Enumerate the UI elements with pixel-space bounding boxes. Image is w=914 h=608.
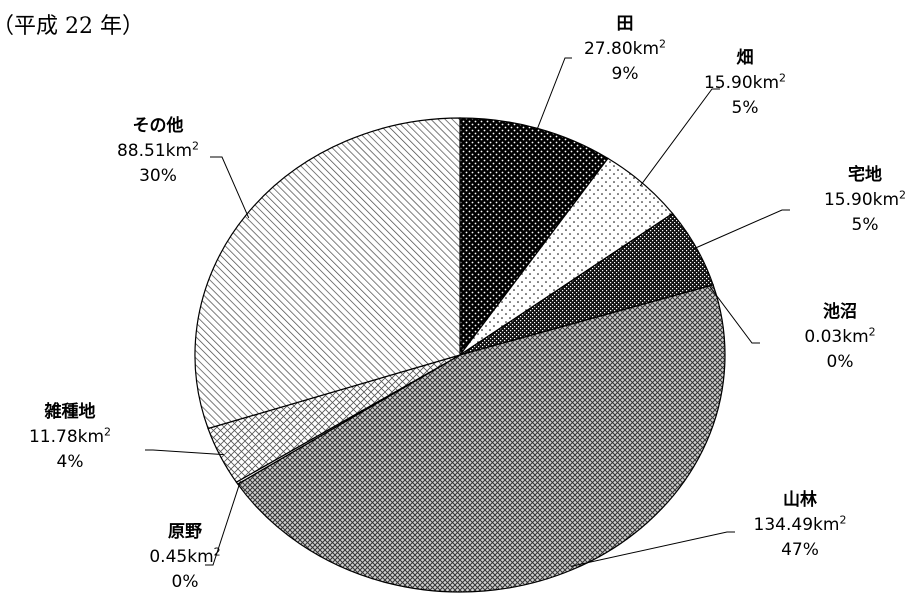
leader-line-ike <box>708 285 760 344</box>
leader-line-ta <box>535 57 572 132</box>
slice-value-text: 11.78km <box>28 427 105 447</box>
slice-name: 池沼 <box>822 302 857 322</box>
unit-exponent: 2 <box>839 513 847 527</box>
slice-name: 雑種地 <box>44 402 96 422</box>
slice-name: 原野 <box>167 522 202 542</box>
slice-value-text: 0.45km <box>149 547 214 567</box>
slice-percent: 0% <box>826 352 854 372</box>
slice-name: 山林 <box>782 490 817 510</box>
slice-value: 15.90km2 <box>824 188 906 213</box>
leader-line-sanrin <box>570 531 735 567</box>
slice-percent: 5% <box>851 215 879 235</box>
slice-name: 畑 <box>736 48 754 68</box>
slice-value: 0.45km2 <box>149 545 220 570</box>
slice-label-takuchi: 宅地 15.90km2 5% <box>824 163 906 238</box>
unit-exponent: 2 <box>104 425 112 439</box>
pie-slice-sonota <box>194 117 461 430</box>
slice-percent: 30% <box>139 166 177 186</box>
unit-exponent: 2 <box>213 545 221 559</box>
unit-exponent: 2 <box>779 71 787 85</box>
slice-value: 27.80km2 <box>584 37 666 62</box>
slice-percent: 5% <box>731 98 759 118</box>
slice-value: 88.51km2 <box>117 139 199 164</box>
slice-value-text: 15.90km <box>823 190 900 210</box>
slice-percent: 47% <box>781 540 819 560</box>
leader-line-takuchi <box>692 209 790 250</box>
slice-label-genya: 原野 0.45km2 0% <box>149 520 220 595</box>
slice-percent: 4% <box>56 452 84 472</box>
chart-title: （平成 22 年） <box>0 14 144 39</box>
slice-label-zatsushuchi: 雑種地 11.78km2 4% <box>29 400 111 475</box>
leader-line-genya <box>205 481 241 566</box>
slice-label-sanrin: 山林 134.49km2 47% <box>754 488 847 563</box>
slice-label-hata: 畑 15.90km2 5% <box>704 46 786 121</box>
slice-label-ike: 池沼 0.03km2 0% <box>804 300 875 375</box>
leader-line-hata <box>639 88 720 187</box>
slice-value-text: 88.51km <box>116 141 193 161</box>
pie-slices <box>194 117 726 593</box>
leader-lines <box>145 57 790 567</box>
slice-value: 11.78km2 <box>29 425 111 450</box>
slice-value: 0.03km2 <box>804 325 875 350</box>
leader-line-sonota <box>210 156 250 219</box>
slice-value-text: 27.80km <box>583 39 660 59</box>
slice-value: 134.49km2 <box>754 513 847 538</box>
unit-exponent: 2 <box>899 188 907 202</box>
leader-line-zatsushuchi <box>145 449 224 456</box>
slice-value: 15.90km2 <box>704 71 786 96</box>
slice-label-ta: 田 27.80km2 9% <box>584 12 666 87</box>
slice-label-sonota: その他 88.51km2 30% <box>117 114 199 189</box>
slice-percent: 0% <box>171 572 199 592</box>
slice-value-text: 15.90km <box>703 73 780 93</box>
pie-slice-sanrin <box>236 284 726 593</box>
unit-exponent: 2 <box>868 325 876 339</box>
unit-exponent: 2 <box>659 37 667 51</box>
slice-name: 田 <box>616 14 634 34</box>
slice-value-text: 0.03km <box>804 327 869 347</box>
slice-name: 宅地 <box>847 165 882 185</box>
slice-name: その他 <box>132 116 184 136</box>
slice-percent: 9% <box>611 64 639 84</box>
unit-exponent: 2 <box>192 139 200 153</box>
slice-value-text: 134.49km <box>753 515 840 535</box>
